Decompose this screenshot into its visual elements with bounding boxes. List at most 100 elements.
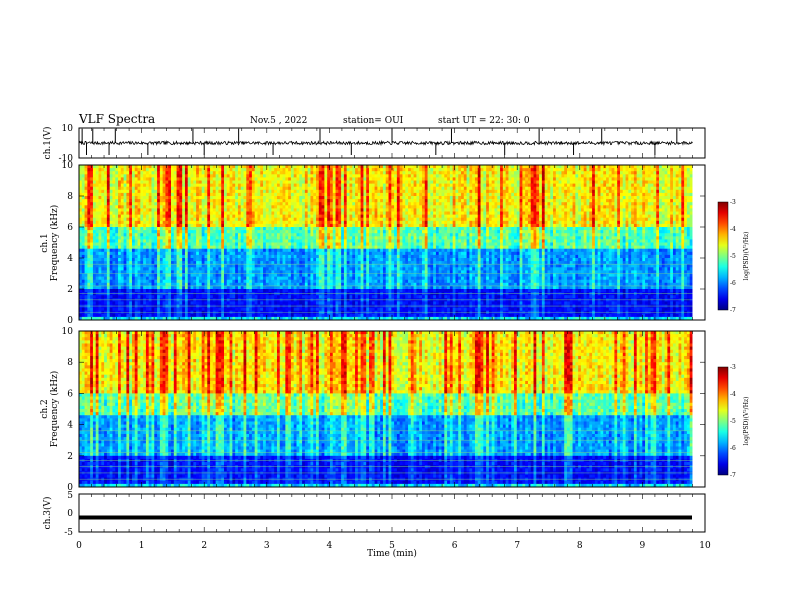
spectrogram-cell xyxy=(327,239,331,243)
spectrogram-cell xyxy=(95,199,99,203)
spectrogram-cell xyxy=(159,177,164,181)
spectrogram-cell xyxy=(204,261,208,265)
spectrogram-cell xyxy=(237,251,242,256)
spectrogram-cell xyxy=(134,227,138,231)
spectrogram-cell xyxy=(101,239,105,243)
spectrogram-cell xyxy=(184,171,189,175)
spectrogram-cell xyxy=(343,267,348,271)
spectrogram-cell xyxy=(346,174,350,178)
spectrogram-cell xyxy=(123,165,127,169)
spectrogram-cell xyxy=(318,248,322,253)
spectrogram-cell xyxy=(101,279,105,284)
spectrogram-cell xyxy=(162,270,166,274)
spectrogram-cell xyxy=(212,180,217,184)
spectrogram-cell xyxy=(268,168,272,172)
spectrogram-cell xyxy=(304,242,309,246)
spectrogram-cell xyxy=(329,205,334,209)
spectrogram-cell xyxy=(198,168,203,172)
spectrogram-cell xyxy=(237,254,242,259)
spectrogram-cell xyxy=(184,316,189,321)
spectrogram-cell xyxy=(190,295,194,299)
spectrogram-cell xyxy=(120,233,125,237)
spectrogram-cell xyxy=(154,289,158,293)
spectrogram-cell xyxy=(265,168,270,172)
spectrogram-cell xyxy=(129,233,133,237)
spectrogram-cell xyxy=(265,307,270,312)
spectrogram-cell xyxy=(218,227,222,231)
spectrogram-cell xyxy=(271,211,275,215)
spectrogram-cell xyxy=(118,227,122,231)
spectrogram-cell xyxy=(198,236,203,240)
spectrogram-cell xyxy=(218,245,222,250)
spectrogram-cell xyxy=(254,307,258,312)
spectrogram-cell xyxy=(162,183,166,188)
spectrogram-cell xyxy=(327,285,331,290)
spectrogram-cell xyxy=(145,307,150,312)
spectrogram-cell xyxy=(313,165,317,169)
spectrogram-cell xyxy=(226,236,230,240)
spectrogram-cell xyxy=(112,258,116,262)
spectrogram-cell xyxy=(224,276,228,281)
spectrogram-cell xyxy=(193,313,197,318)
spectrogram-cell xyxy=(316,165,320,169)
spectrogram-cell xyxy=(190,279,194,284)
spectrogram-cell xyxy=(81,202,85,206)
spectrogram-cell xyxy=(154,258,158,262)
spectrogram-cell xyxy=(274,171,278,175)
spectrogram-cell xyxy=(184,301,189,305)
spectrogram-cell xyxy=(321,168,325,172)
spectrogram-cell xyxy=(265,230,270,234)
spectrogram-cell xyxy=(92,258,97,262)
spectrogram-cell xyxy=(182,233,186,237)
spectrogram-cell xyxy=(95,177,99,181)
spectrogram-cell xyxy=(307,270,311,274)
spectrogram-cell xyxy=(304,217,309,222)
spectrogram-cell xyxy=(251,165,256,169)
spectrogram-cell xyxy=(81,273,85,277)
spectrogram-cell xyxy=(123,233,127,237)
spectrogram-cell xyxy=(254,254,258,259)
spectrogram-cell xyxy=(98,273,102,277)
spectrogram-cell xyxy=(310,279,314,284)
spectrogram-cell xyxy=(168,230,172,234)
spectrogram-cell xyxy=(332,236,336,240)
spectrogram-cell xyxy=(173,192,177,197)
spectrogram-cell xyxy=(134,174,138,178)
spectrogram-cell xyxy=(92,236,97,240)
spectrogram-cell xyxy=(249,223,253,228)
spectrogram-cell xyxy=(296,186,300,191)
spectrogram-cell xyxy=(176,242,180,246)
spectrogram-cell xyxy=(341,217,345,222)
spectrogram-cell xyxy=(84,208,88,212)
spectrogram-cell xyxy=(134,192,138,197)
spectrogram-cell xyxy=(126,180,130,184)
spectrogram-cell xyxy=(235,270,239,274)
spectrogram-cell xyxy=(179,202,183,206)
spectrogram-cell xyxy=(279,301,283,305)
spectrogram-cell xyxy=(182,192,186,197)
spectrogram-cell xyxy=(321,289,325,293)
spectrogram-cell xyxy=(257,211,261,215)
spectrogram-cell xyxy=(279,236,283,240)
spectrogram-cell xyxy=(201,199,205,203)
spectrogram-cell xyxy=(329,261,334,265)
spectrogram-cell xyxy=(304,313,309,318)
spectrogram-cell xyxy=(346,276,350,281)
spectrogram-cell xyxy=(210,273,214,277)
spectrogram-cell xyxy=(332,171,336,175)
spectrogram-cell xyxy=(229,217,233,222)
spectrogram-cell xyxy=(274,168,278,172)
spectrogram-cell xyxy=(338,273,342,277)
spectrogram-cell xyxy=(310,168,314,172)
spectrogram-cell xyxy=(171,267,175,271)
spectrogram-cell xyxy=(95,273,99,277)
spectrogram-cell xyxy=(299,301,303,305)
spectrogram-cell xyxy=(335,233,339,237)
spectrogram-cell xyxy=(240,227,244,231)
spectrogram-cell xyxy=(140,211,144,215)
spectrogram-cell xyxy=(302,248,306,253)
spectrogram-cell xyxy=(171,295,175,299)
spectrogram-cell xyxy=(274,316,278,321)
spectrogram-cell xyxy=(260,211,264,215)
spectrogram-cell xyxy=(313,189,317,194)
